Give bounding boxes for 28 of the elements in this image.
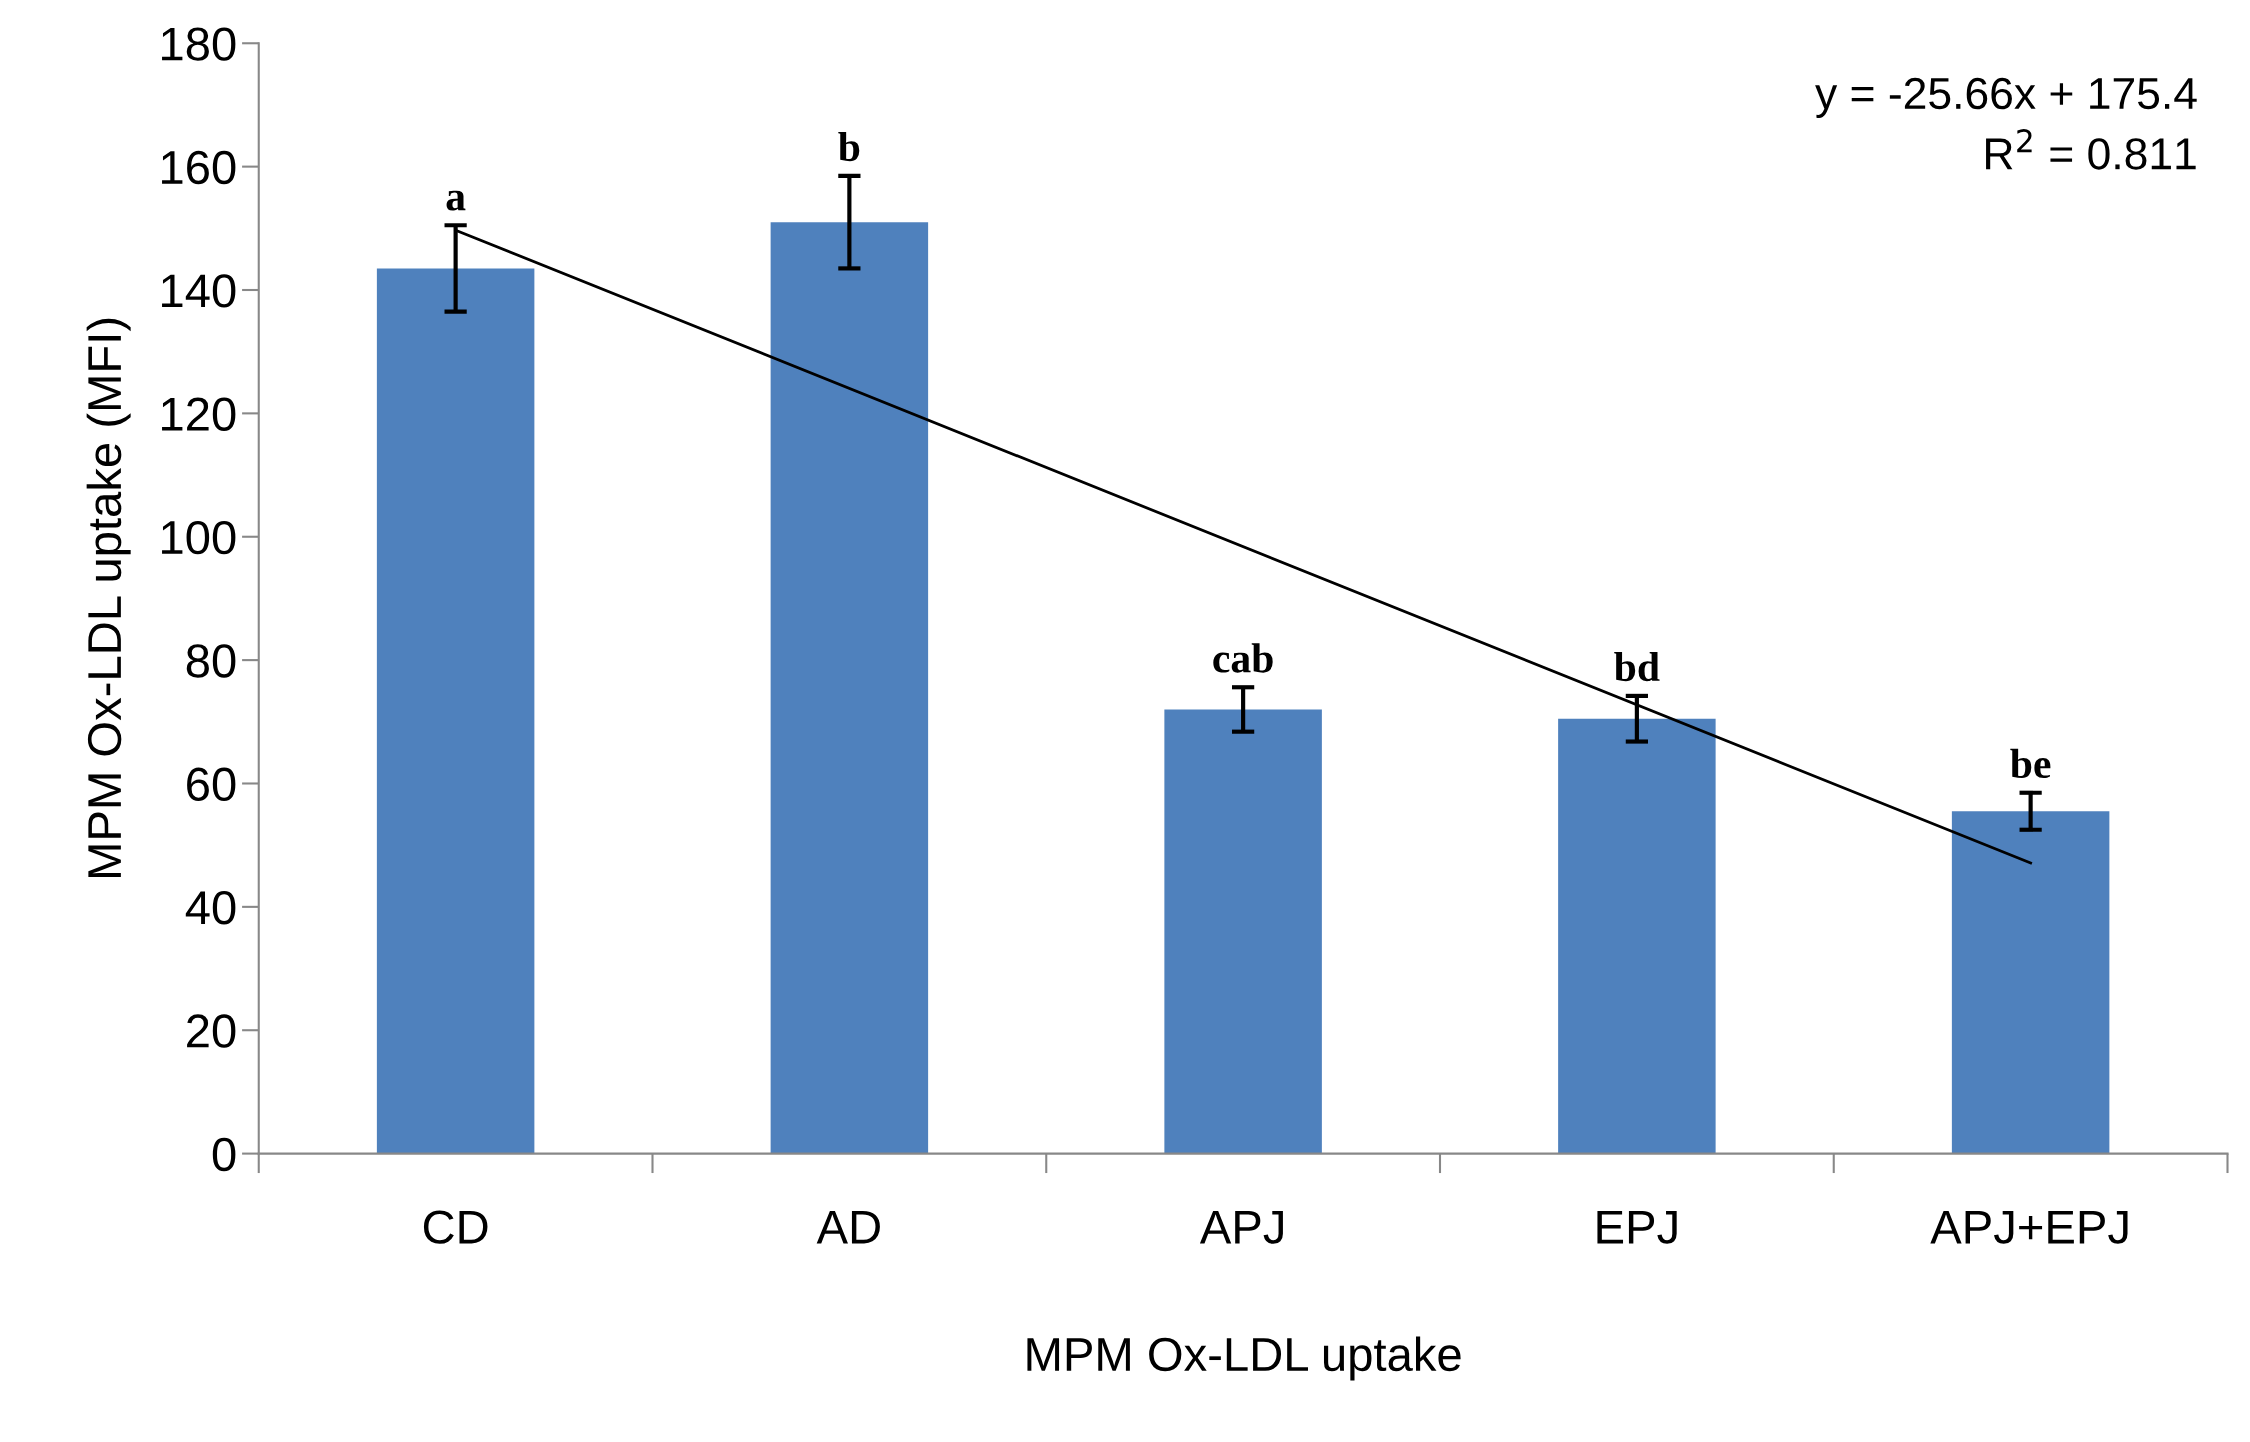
y-axis-title: MPM Ox-LDL uptake (MFI) [86,318,131,878]
y-tick-label: 140 [162,274,236,308]
bar [770,222,929,1154]
y-tick-label: 80 [186,644,236,678]
x-tick-label: EPJ [1597,1210,1677,1244]
annotation: be [2010,748,2051,779]
y-tick-label: 0 [212,1137,236,1172]
y-tick-label: 120 [162,397,236,431]
y-tick-label: 160 [162,150,236,185]
x-tick-label: APJ [1199,1210,1283,1244]
bar [1558,718,1716,1154]
y-tick-label: 40 [185,890,236,925]
annotation: cab [1213,643,1273,673]
x-tick-label: APJ+EPJ [1930,1210,2128,1244]
annotation: a [446,190,466,211]
annotation: b [838,131,860,162]
bar [376,268,535,1154]
annotation: y = -25.66x + 175.4 R$^{2}$ = 0.811 [1815,77,2197,170]
x-tick-label: CD [423,1210,488,1244]
x-tick-label: AD [816,1210,880,1244]
x-axis-title: MPM Ox-LDL uptake [1027,1336,1461,1381]
y-tick-label: 180 [162,27,236,61]
y-tick-label: 100 [162,520,236,555]
bar [1164,709,1322,1154]
y-tick-label: 60 [187,767,236,802]
annotation: bd [1614,651,1660,682]
y-tick-label: 20 [187,1014,236,1048]
bar [1951,811,2110,1154]
